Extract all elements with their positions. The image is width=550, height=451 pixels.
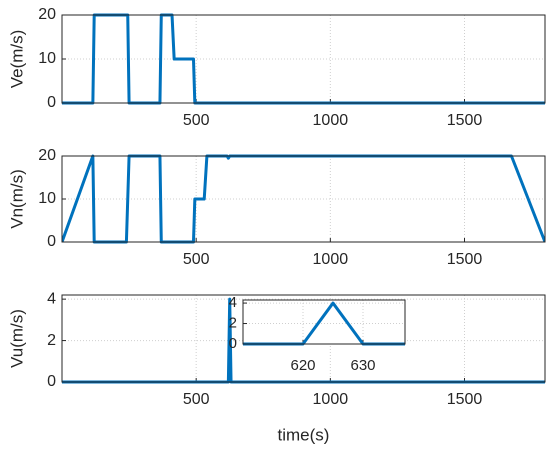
- x-tick-label: 500: [183, 112, 210, 129]
- y-tick-label: 2: [47, 332, 56, 349]
- x-axis-label: time(s): [278, 425, 330, 444]
- y-axis-label: Ve(m/s): [7, 30, 26, 89]
- x-tick-label: 500: [183, 251, 210, 268]
- x-tick-label: 1000: [313, 251, 349, 268]
- y-tick-label: 10: [38, 50, 56, 67]
- x-tick-label: 620: [290, 357, 315, 374]
- x-tick-label: 1500: [447, 251, 483, 268]
- axes-box: [61, 155, 546, 243]
- y-tick-label: 0: [229, 335, 237, 352]
- y-tick-label: 2: [229, 315, 237, 332]
- axes-box: [61, 14, 546, 104]
- data-line: [62, 13, 545, 105]
- x-tick-label: 1500: [447, 112, 483, 129]
- y-axis-label: Vu(m/s): [7, 309, 26, 368]
- y-tick-label: 0: [47, 233, 56, 250]
- axes-box: [242, 299, 406, 345]
- y-tick-label: 20: [38, 6, 56, 23]
- x-tick-label: 1000: [313, 391, 349, 408]
- y-axis-label: Vn(m/s): [7, 169, 26, 229]
- x-tick-label: 500: [183, 391, 210, 408]
- x-tick-label: 1500: [447, 391, 483, 408]
- y-tick-label: 0: [47, 94, 56, 111]
- y-tick-label: 20: [38, 147, 56, 164]
- y-tick-label: 10: [38, 190, 56, 207]
- axes-background: [243, 300, 405, 344]
- x-tick-label: 630: [350, 357, 375, 374]
- y-tick-label: 4: [47, 290, 56, 307]
- y-tick-label: 0: [47, 373, 56, 390]
- x-tick-label: 1000: [313, 112, 349, 129]
- axes-box: [61, 294, 546, 383]
- y-tick-label: 4: [229, 294, 237, 311]
